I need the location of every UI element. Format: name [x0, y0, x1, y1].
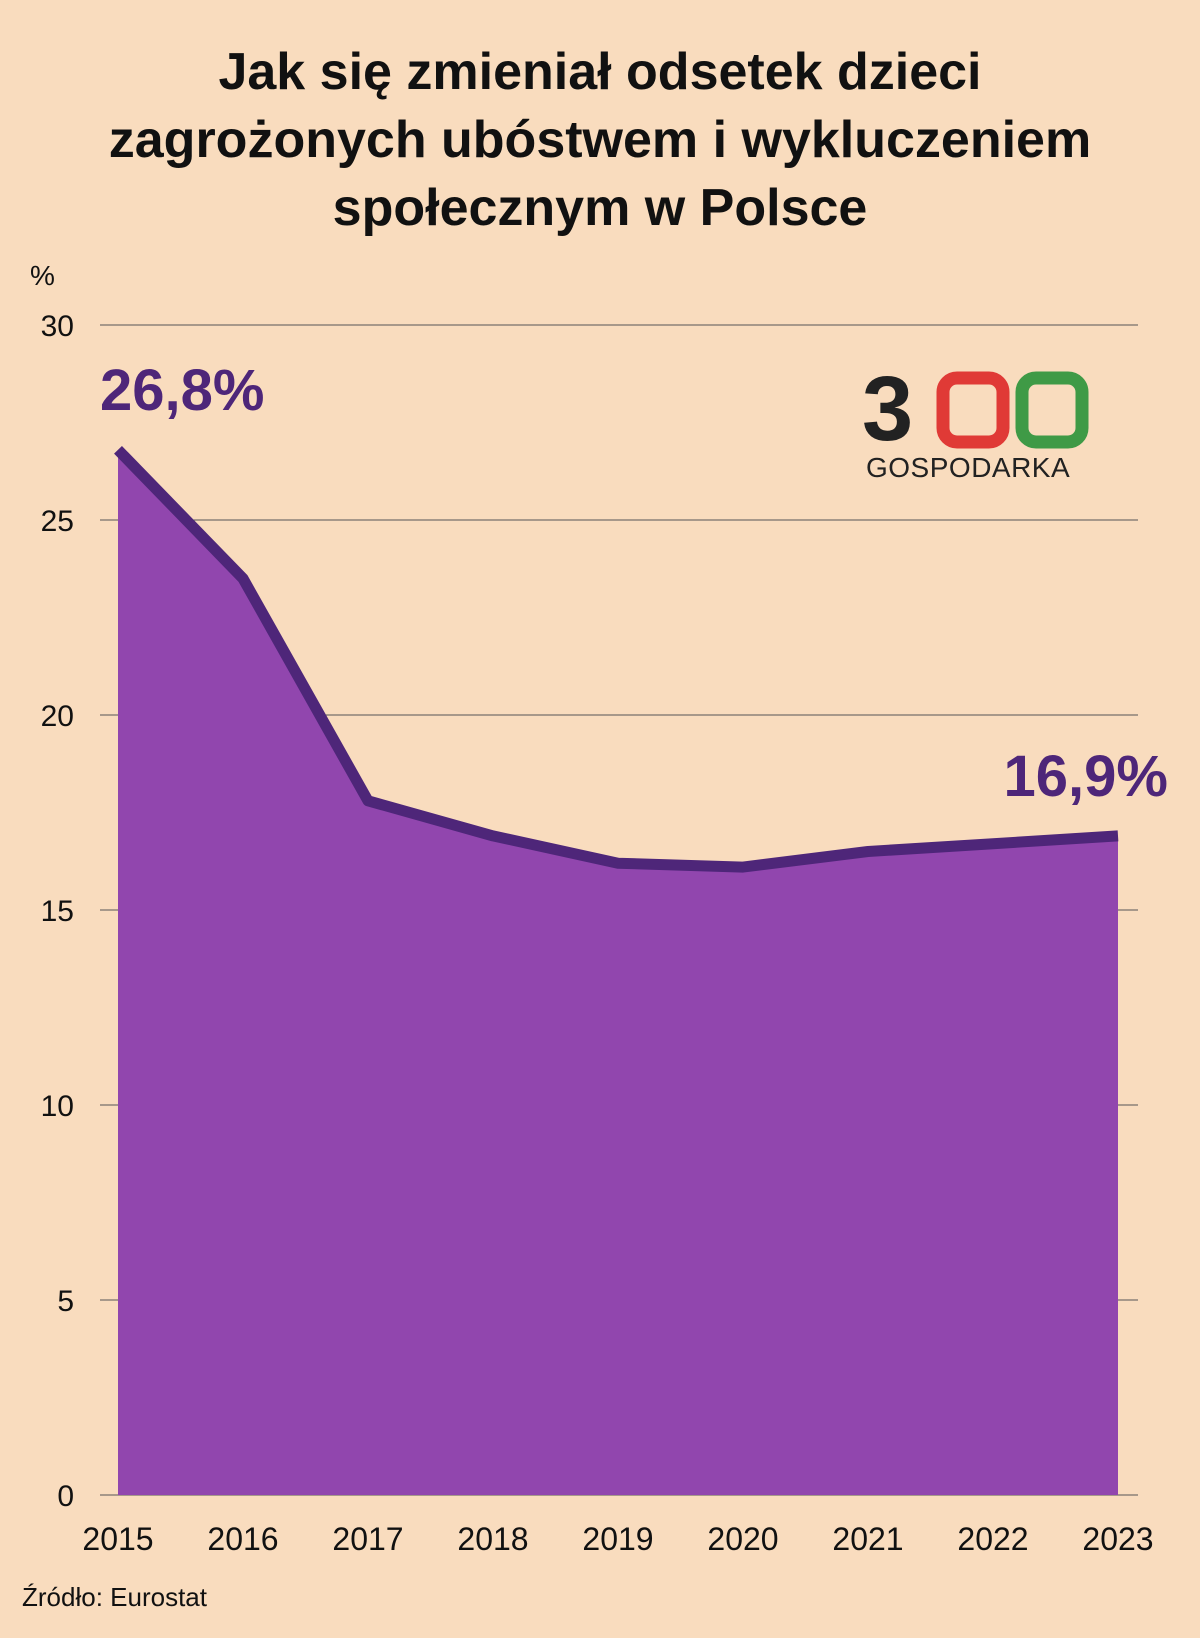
area-series-fill	[118, 449, 1118, 1495]
y-tick-label-30: 30	[41, 310, 74, 343]
chart-title-line-2: zagrożonych ubóstwem i wykluczeniem	[108, 111, 1092, 169]
data-annotations: 26,8% 16,9%	[100, 358, 1168, 809]
annotation-2015: 26,8%	[100, 358, 264, 423]
x-tick-label-2019: 2019	[582, 1521, 653, 1557]
logo-zero-red	[936, 371, 1010, 449]
source-note: Źródło: Eurostat	[22, 1582, 207, 1612]
y-tick-label-10: 10	[41, 1090, 74, 1123]
y-tick-label-20: 20	[41, 700, 74, 733]
logo-subtitle: GOSPODARKA	[866, 452, 1071, 483]
x-tick-label-2023: 2023	[1082, 1521, 1153, 1557]
x-tick-label-2016: 2016	[207, 1521, 278, 1557]
y-tick-label-5: 5	[57, 1285, 74, 1318]
chart-title: Jak się zmieniał odsetek dzieci zagrożon…	[0, 38, 1200, 242]
x-tick-label-2022: 2022	[957, 1521, 1028, 1557]
y-axis-unit-label: %	[30, 260, 55, 291]
logo-300-icon: 3	[862, 358, 1089, 460]
logo-zero-green	[1015, 371, 1089, 449]
chart-title-line-3: społecznym w Polsce	[332, 179, 868, 237]
y-axis-ticks: 0 5 10 15 20 25 30	[41, 310, 74, 1513]
x-tick-label-2018: 2018	[457, 1521, 528, 1557]
y-tick-label-25: 25	[41, 505, 74, 538]
x-tick-label-2021: 2021	[832, 1521, 903, 1557]
chart-title-line-1: Jak się zmieniał odsetek dzieci	[218, 43, 982, 101]
x-tick-label-2015: 2015	[82, 1521, 153, 1557]
area-series-line	[114, 445, 1119, 873]
logo-digit-3: 3	[862, 368, 913, 452]
y-tick-label-0: 0	[57, 1480, 74, 1513]
y-tick-label-15: 15	[41, 895, 74, 928]
x-axis-ticks: 2015 2016 2017 2018 2019 2020 2021 2022 2023	[82, 1521, 1153, 1557]
brand-logo: 3 GOSPODARKA	[862, 358, 1092, 488]
x-tick-label-2020: 2020	[707, 1521, 778, 1557]
x-tick-label-2017: 2017	[332, 1521, 403, 1557]
annotation-2023: 16,9%	[1004, 744, 1168, 809]
